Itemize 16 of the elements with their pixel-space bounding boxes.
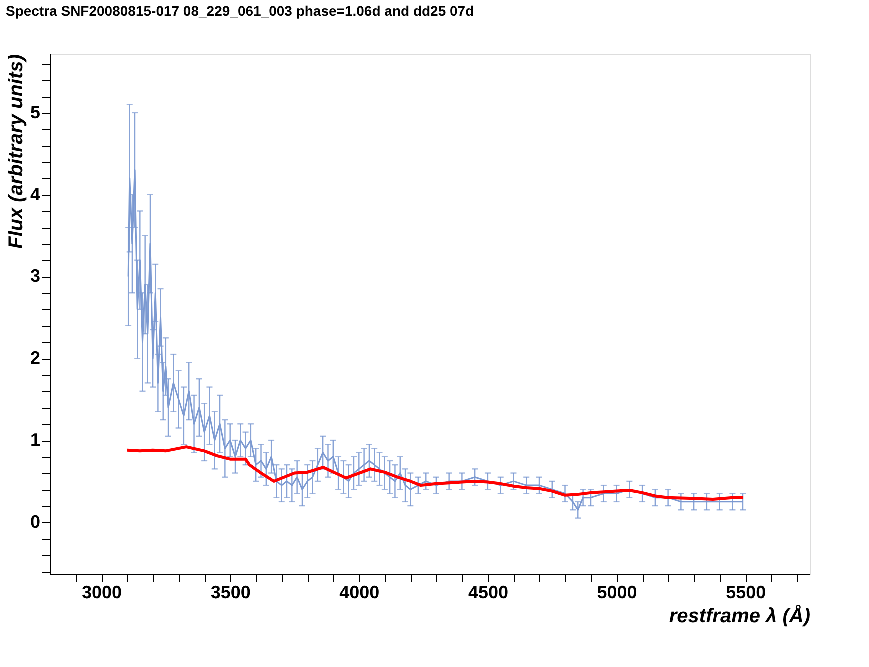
x-tick-label: 3000 [82,582,122,602]
y-tick-label: 2 [30,348,40,368]
y-axis-title: Flux (arbitrary units) [5,54,28,249]
x-tick-label: 5000 [597,582,638,602]
x-tick-label: 5500 [726,582,766,602]
y-tick-label: 1 [30,430,40,450]
chart-title: Spectra SNF20080815-017 08_229_061_003 phase=1.06d and dd25 07d [6,3,474,19]
x-tick-label: 4000 [340,582,380,602]
line-series [126,446,746,501]
y-tick-label: 4 [30,184,40,204]
y-tick-label: 5 [30,102,40,122]
y-tick-label: 3 [30,266,40,286]
x-tick-label: 4500 [468,582,508,602]
y-tick-label: 0 [30,512,40,532]
x-axis-title: restframe λ (Å) [669,604,811,628]
x-tick-label: 3500 [210,582,251,602]
